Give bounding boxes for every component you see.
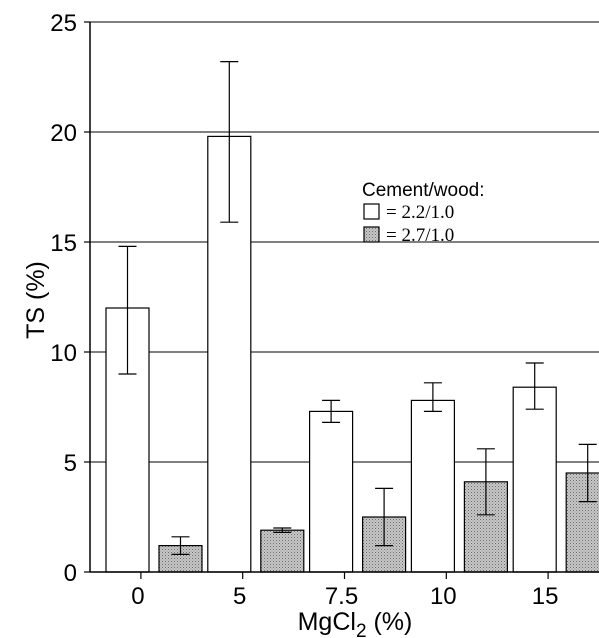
legend-label-2-7: = 2.7/1.0 xyxy=(386,225,454,246)
y-tick-label-15: 15 xyxy=(50,230,77,257)
bar-2-2-10 xyxy=(410,399,455,573)
bar-2-7-5 xyxy=(260,529,305,573)
bars xyxy=(105,135,599,573)
y-tick-label-10: 10 xyxy=(50,340,77,367)
x-axis-title: MgCl2 (%) xyxy=(298,608,413,638)
x-tick-labels: 0 5 7.5 10 15 xyxy=(131,583,558,610)
x-axis-title-space xyxy=(367,608,374,636)
y-tick-label-20: 20 xyxy=(50,120,77,147)
bar-2-7-15 xyxy=(565,472,599,573)
y-tick-label-0: 0 xyxy=(64,560,77,587)
error-bars xyxy=(118,60,597,556)
x-tick-label-15: 15 xyxy=(532,583,559,610)
legend-swatch-2-2 xyxy=(363,203,380,220)
legend-title: Cement/wood: xyxy=(362,180,485,201)
x-axis-title-unit: (%) xyxy=(373,608,412,636)
legend-label-2-2: = 2.2/1.0 xyxy=(386,202,454,223)
x-axis-title-main: MgCl xyxy=(298,608,356,636)
x-tick-label-10: 10 xyxy=(430,583,457,610)
x-axis-title-subscript: 2 xyxy=(356,621,367,638)
bar-2-2-7.5 xyxy=(309,410,354,573)
x-tick-label-0: 0 xyxy=(131,583,144,610)
bar-2-2-15 xyxy=(512,386,557,573)
axes xyxy=(84,21,599,579)
x-tick-label-7.5: 7.5 xyxy=(325,583,358,610)
legend: Cement/wood: = 2.2/1.0 = 2.7/1.0 xyxy=(362,180,485,246)
legend-swatch-2-7 xyxy=(363,226,380,243)
y-tick-labels: 0 5 10 15 20 25 xyxy=(50,10,77,587)
x-tick-label-5: 5 xyxy=(233,583,246,610)
y-axis-title: TS (%) xyxy=(22,261,50,339)
y-tick-label-25: 25 xyxy=(50,10,77,37)
y-tick-label-5: 5 xyxy=(64,450,77,477)
